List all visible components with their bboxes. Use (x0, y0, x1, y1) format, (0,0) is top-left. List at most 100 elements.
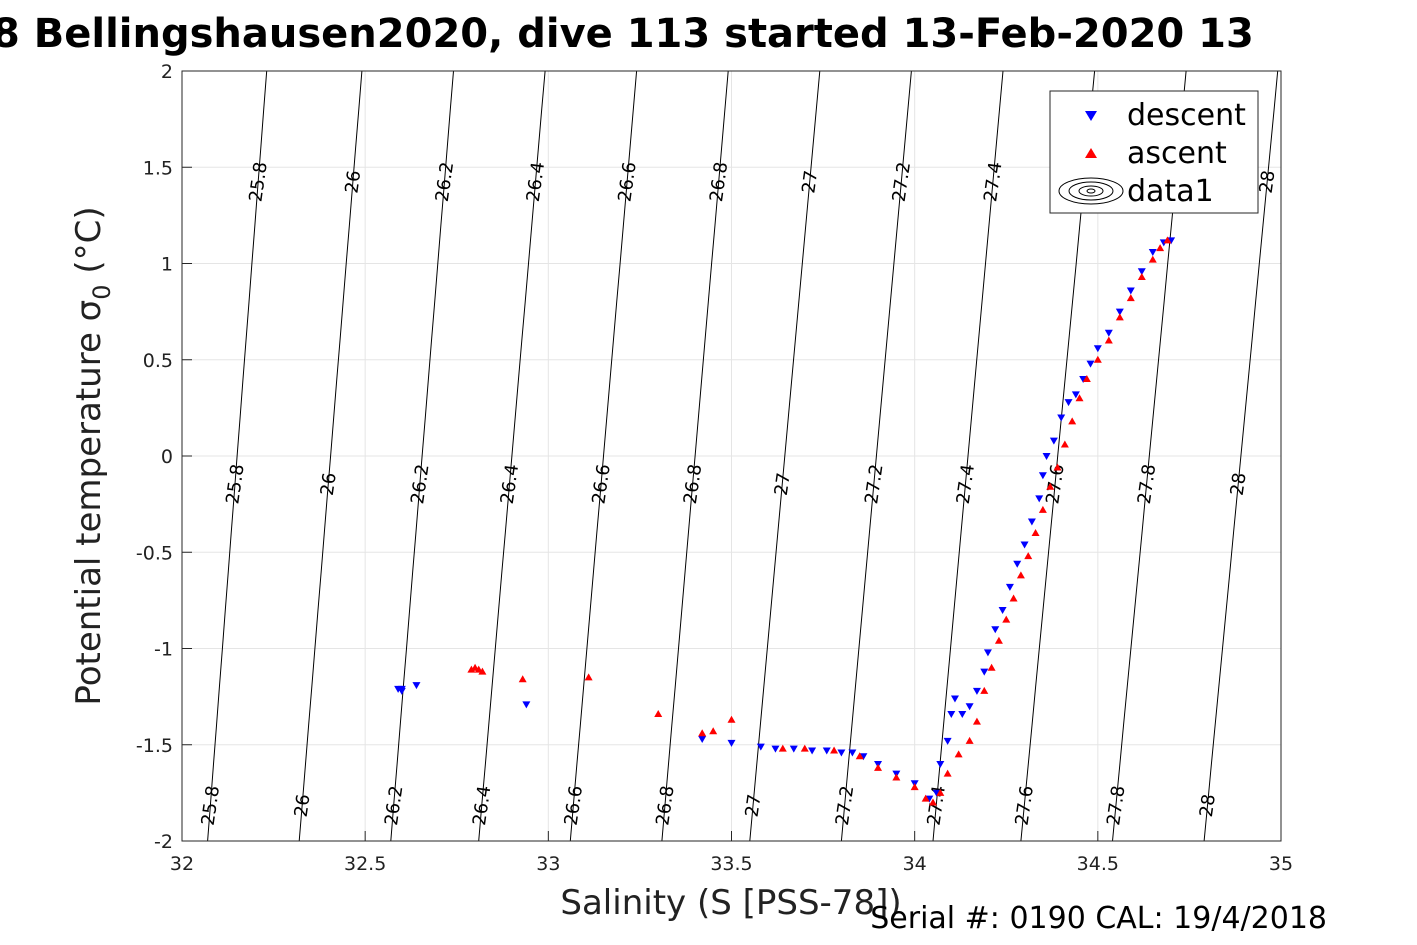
contour-line (298, 71, 363, 841)
descent-point (1093, 345, 1102, 353)
descent-point (932, 789, 941, 797)
x-tick-label: 33.5 (710, 853, 752, 875)
ascent-point (1156, 244, 1165, 252)
y-tick-label: -1.5 (136, 735, 173, 757)
ascent-point (936, 788, 945, 796)
descent-point (1137, 268, 1146, 276)
ascent-point (892, 773, 901, 781)
legend-ascent-marker (1085, 148, 1097, 158)
ascent-point (1163, 236, 1172, 244)
ascent-point (928, 798, 937, 806)
descent-point (983, 649, 992, 657)
ascent-point (1082, 375, 1091, 382)
descent-point (394, 685, 403, 693)
contour-line (569, 71, 638, 841)
ascent-point (855, 752, 864, 760)
contour-line (749, 71, 821, 841)
x-axis-ticks: 32 32.5 33 33.5 34 34.5 35 (170, 831, 1293, 875)
descent-point (412, 682, 421, 690)
contour-label: 26 (291, 793, 315, 819)
descent-point (1064, 399, 1073, 407)
descent-point (1013, 560, 1022, 568)
ascent-point (727, 715, 736, 723)
y-tick-label: -1 (154, 639, 173, 661)
contour-label: 27.2 (832, 784, 858, 827)
ascent-point (994, 636, 1003, 644)
descent-point (522, 701, 531, 709)
y-tick-label: 2 (161, 61, 173, 83)
descent-point (808, 747, 817, 755)
ascent-point (1031, 529, 1040, 536)
descent-point (1005, 583, 1014, 591)
descent-point (943, 737, 952, 745)
ascent-point (654, 709, 663, 717)
ascent-point (1060, 440, 1069, 448)
ascent-point (1068, 417, 1077, 425)
legend-descent-marker (1085, 111, 1097, 121)
descent-point (965, 703, 974, 711)
ascent-point (943, 769, 952, 777)
descent-point (1042, 453, 1051, 460)
contour-label: 27 (798, 169, 822, 195)
ascent-point (910, 783, 919, 791)
x-tick-label: 35 (1269, 853, 1293, 875)
contour-line (207, 71, 268, 841)
y-axis-label-subscript: 0 (88, 284, 116, 299)
y-axis-label-unit: (°C) (69, 206, 109, 284)
descent-point (1126, 287, 1135, 295)
ascent-point (478, 667, 487, 675)
ascent-point (1038, 505, 1047, 513)
contour-label: 27.4 (980, 161, 1006, 204)
ascent-point (1016, 571, 1025, 579)
contour-label: 27 (771, 471, 795, 497)
x-tick-label: 34 (903, 853, 927, 875)
y-tick-label: -0.5 (136, 542, 173, 564)
descent-point (859, 753, 868, 761)
contour-line (390, 71, 454, 841)
ascent-point (980, 686, 989, 694)
descent-point (1057, 414, 1066, 422)
descent-point (1035, 495, 1044, 503)
descent-point (1167, 237, 1176, 245)
chart-title: 8 Bellingshausen2020, dive 113 started 1… (0, 11, 1254, 57)
contour-label: 26 (317, 471, 341, 497)
ascent-point (1002, 615, 1011, 623)
descent-point (1104, 329, 1113, 337)
x-tick-label: 32 (170, 853, 194, 875)
data-series (394, 236, 1176, 806)
contour-label: 26.4 (497, 463, 523, 506)
x-tick-label: 34.5 (1077, 853, 1119, 875)
contour-icon (1058, 177, 1124, 205)
descent-point (1038, 472, 1047, 480)
descent-point (998, 607, 1007, 614)
ascent-point (1126, 294, 1135, 302)
descent-point (397, 687, 406, 695)
legend[interactable]: descent ascent data1 (1049, 90, 1259, 214)
y-axis-ticks: -2 -1.5 -1 -0.5 0 0.5 1 1.5 2 (136, 61, 192, 853)
descent-point (837, 749, 846, 757)
descent-point (980, 668, 989, 676)
descent-point (848, 749, 857, 757)
contour-line (1203, 71, 1279, 841)
density-contours (207, 71, 1279, 841)
y-axis-label: Potential temperature σ0 (°C) (69, 206, 116, 705)
x-axis-label: Salinity (S [PSS-78]) (560, 883, 901, 923)
legend-descent-label: descent (1127, 98, 1246, 133)
ascent-point (1115, 313, 1124, 321)
contour-label: 25.8 (245, 161, 271, 204)
ascent-point (518, 675, 527, 683)
y-tick-label: 1 (161, 254, 173, 276)
descent-point (991, 626, 1000, 634)
descent-point (1148, 248, 1157, 256)
contour-label: 26.2 (432, 161, 458, 204)
ascent-point (921, 794, 930, 802)
contour-label: 26.8 (652, 784, 678, 827)
contour-label: 28 (1227, 471, 1251, 497)
descent-point (727, 739, 736, 747)
descent-point (958, 710, 967, 718)
serial-info: Serial #: 0190 CAL: 19/4/2018 (870, 901, 1327, 936)
contour-label: 25.8 (198, 784, 224, 827)
ascent-point (987, 663, 996, 671)
descent-point (947, 710, 956, 718)
descent-point (789, 745, 798, 753)
